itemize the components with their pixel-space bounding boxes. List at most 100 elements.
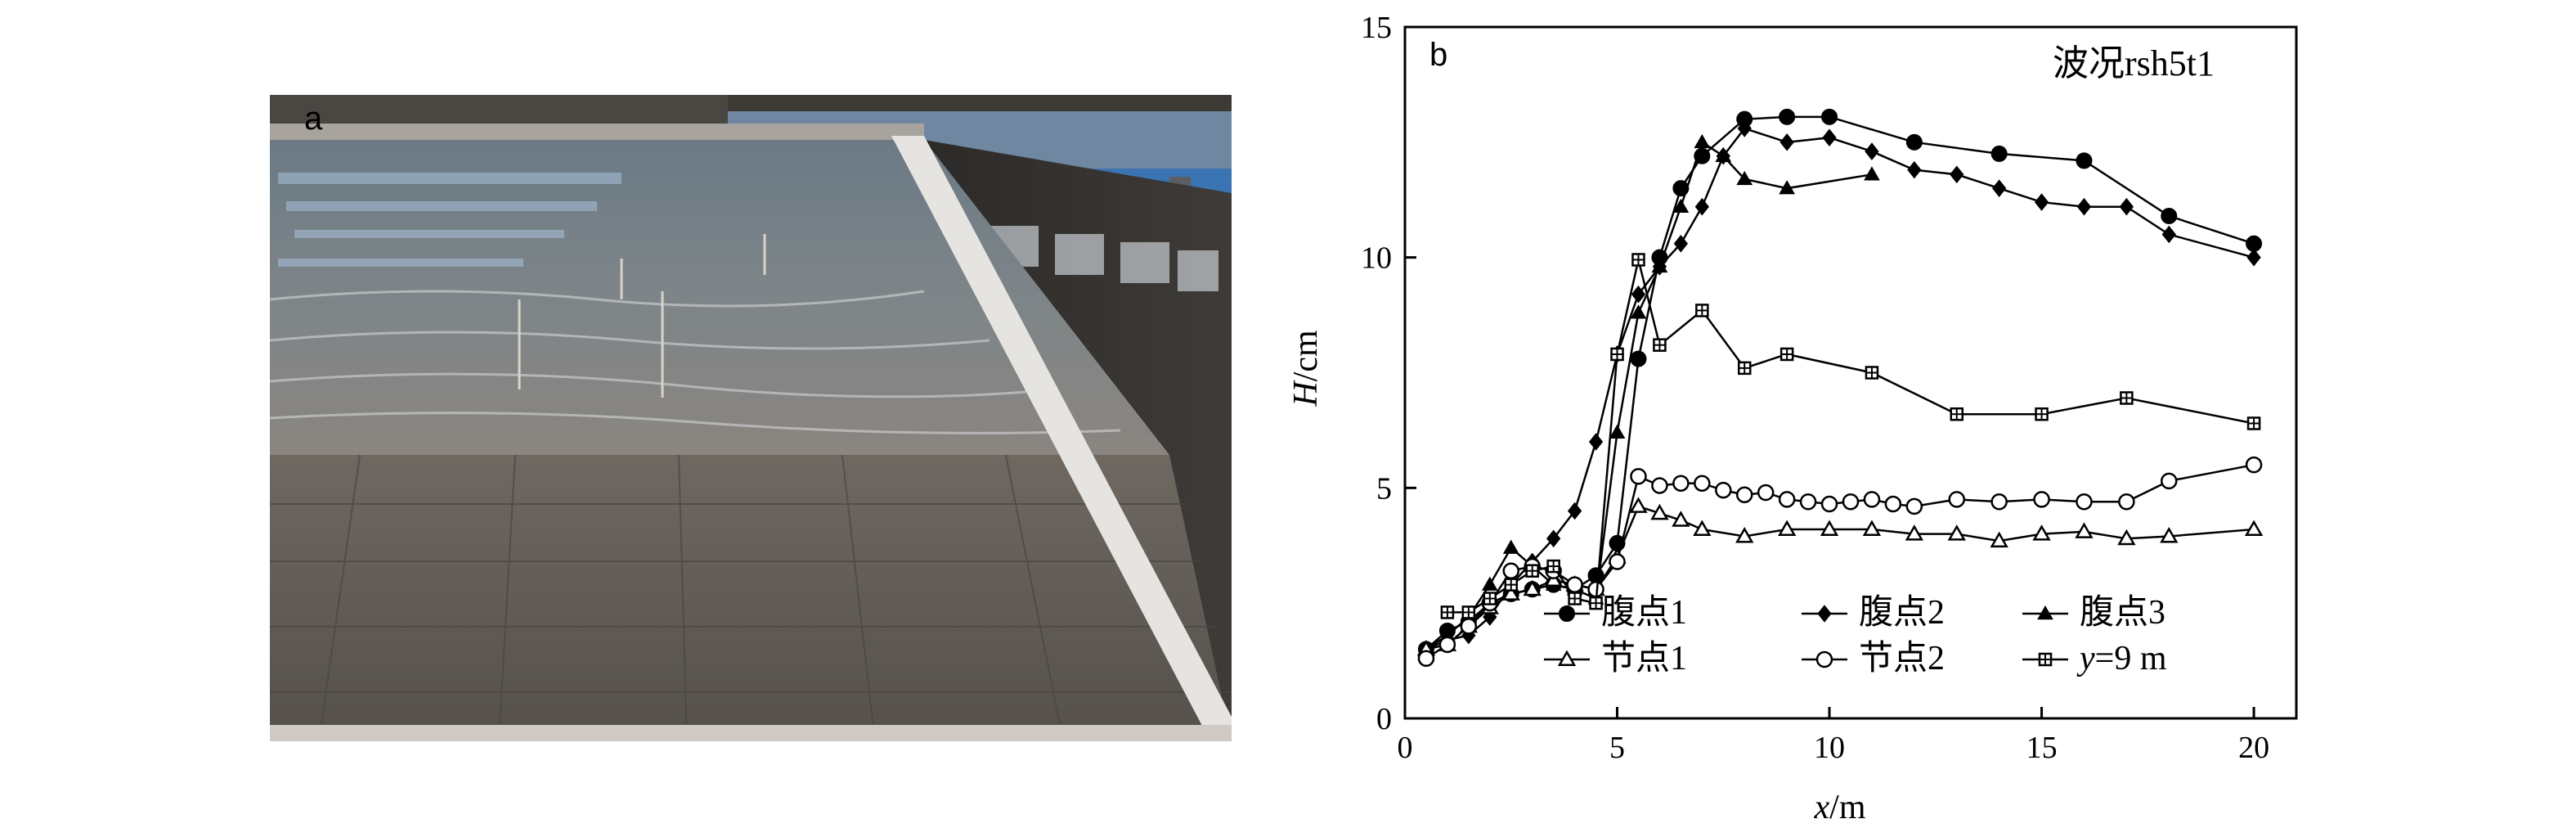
series-line	[1425, 140, 1873, 650]
data-point	[2038, 652, 2053, 667]
data-point	[2246, 248, 2261, 267]
x-tick-label: 15	[2026, 731, 2058, 765]
x-axis-var: x	[1814, 789, 1830, 826]
data-point	[1992, 179, 2007, 197]
data-point	[1907, 160, 1922, 179]
data-point	[1481, 576, 1498, 591]
data-point	[1546, 559, 1560, 574]
data-point	[1440, 605, 1455, 619]
data-point	[1736, 170, 1753, 186]
legend-label: 腹点1	[1601, 594, 1687, 632]
data-point	[2037, 605, 2053, 620]
data-point	[1815, 650, 1833, 668]
x-axis-title: x/m	[1814, 789, 1866, 826]
legend-entry: 节点1	[1544, 640, 1687, 677]
data-point	[2035, 407, 2049, 421]
chart-legend: 腹点1 腹点2 腹点3 节点1 节点2 y=9 m	[1544, 594, 2167, 677]
data-point	[1461, 605, 1476, 619]
data-point	[1525, 564, 1539, 578]
series-5	[1417, 456, 2263, 668]
x-tick-label: 5	[1609, 731, 1625, 765]
data-point	[2160, 526, 2179, 543]
data-point	[1737, 119, 1752, 137]
data-point	[2032, 524, 2051, 541]
y-axis-var: H	[1287, 380, 1325, 407]
data-point	[2034, 193, 2049, 211]
panel-label-b: b	[1429, 37, 1447, 73]
data-point	[1950, 407, 1964, 421]
data-point	[1653, 338, 1667, 352]
data-point	[1778, 491, 1796, 508]
series-3	[1418, 133, 1880, 655]
data-point	[1822, 128, 1837, 147]
photo-illustration: a	[270, 95, 1232, 741]
data-point	[1735, 526, 1754, 543]
data-point	[2245, 456, 2263, 474]
data-point	[1715, 481, 1732, 499]
data-point	[1589, 596, 1603, 610]
data-point	[1630, 468, 1647, 485]
data-point	[1842, 493, 1860, 511]
chart-axes: 0 5 10 15 20 0 5 10 15	[1361, 11, 2298, 765]
data-point	[1651, 477, 1668, 494]
legend-entry: 腹点2	[1802, 594, 1945, 632]
data-point	[1905, 524, 1924, 541]
legend-entry: y=9 m	[2022, 640, 2167, 677]
data-point	[1865, 142, 1879, 160]
data-point	[1948, 491, 1966, 508]
data-point	[1779, 108, 1796, 125]
data-point	[1777, 520, 1797, 537]
data-point	[2117, 529, 2136, 546]
data-point	[1799, 493, 1817, 511]
data-point	[1820, 495, 1838, 513]
data-point	[1568, 592, 1582, 605]
y-axis-unit: /cm	[1287, 330, 1325, 381]
data-point	[1672, 511, 1690, 527]
legend-label: 腹点2	[1859, 594, 1945, 632]
data-point	[1609, 424, 1626, 439]
data-point	[2120, 391, 2134, 405]
data-point	[1483, 592, 1497, 605]
legend-label: 腹点3	[2080, 594, 2165, 632]
data-point	[2076, 152, 2093, 169]
series-line	[1447, 259, 2255, 614]
data-point	[1695, 304, 1709, 317]
data-point	[1694, 133, 1711, 149]
data-point	[2161, 472, 2178, 490]
data-point	[2076, 493, 2093, 511]
data-point	[1817, 605, 1832, 623]
data-point	[1864, 166, 1880, 181]
data-point	[1735, 486, 1753, 504]
x-tick-label: 0	[1398, 731, 1413, 765]
data-point	[1905, 133, 1923, 151]
data-point	[1820, 520, 1839, 537]
panel-label-a: a	[304, 101, 323, 137]
legend-entry: 腹点3	[2022, 594, 2165, 632]
data-point	[1629, 497, 1648, 513]
data-point	[1737, 361, 1752, 376]
legend-entry: 腹点1	[1544, 594, 1687, 632]
data-point	[2246, 416, 2261, 430]
data-point	[1523, 579, 1542, 596]
data-point	[1694, 475, 1711, 492]
y-tick-label: 15	[1361, 11, 1392, 45]
data-point	[1990, 531, 2008, 548]
data-point	[1693, 520, 1712, 537]
data-point	[2033, 491, 2050, 508]
data-point	[1865, 366, 1879, 380]
data-point	[1546, 529, 1561, 548]
legend-label: 节点1	[1601, 640, 1687, 677]
data-point	[2076, 197, 2092, 216]
data-point	[1862, 520, 1882, 537]
data-point	[2161, 207, 2178, 224]
series-line	[1425, 115, 2255, 650]
data-point	[1990, 493, 2008, 511]
data-point	[1821, 108, 1838, 125]
wave-basin-photo: a	[270, 95, 1232, 741]
x-tick-label: 20	[2238, 731, 2269, 765]
data-point	[1950, 165, 1964, 184]
data-point	[2161, 225, 2176, 244]
chart-labels: b 波况rsh5t1 x/m H/cm	[1287, 37, 2215, 826]
data-point	[1779, 347, 1794, 362]
